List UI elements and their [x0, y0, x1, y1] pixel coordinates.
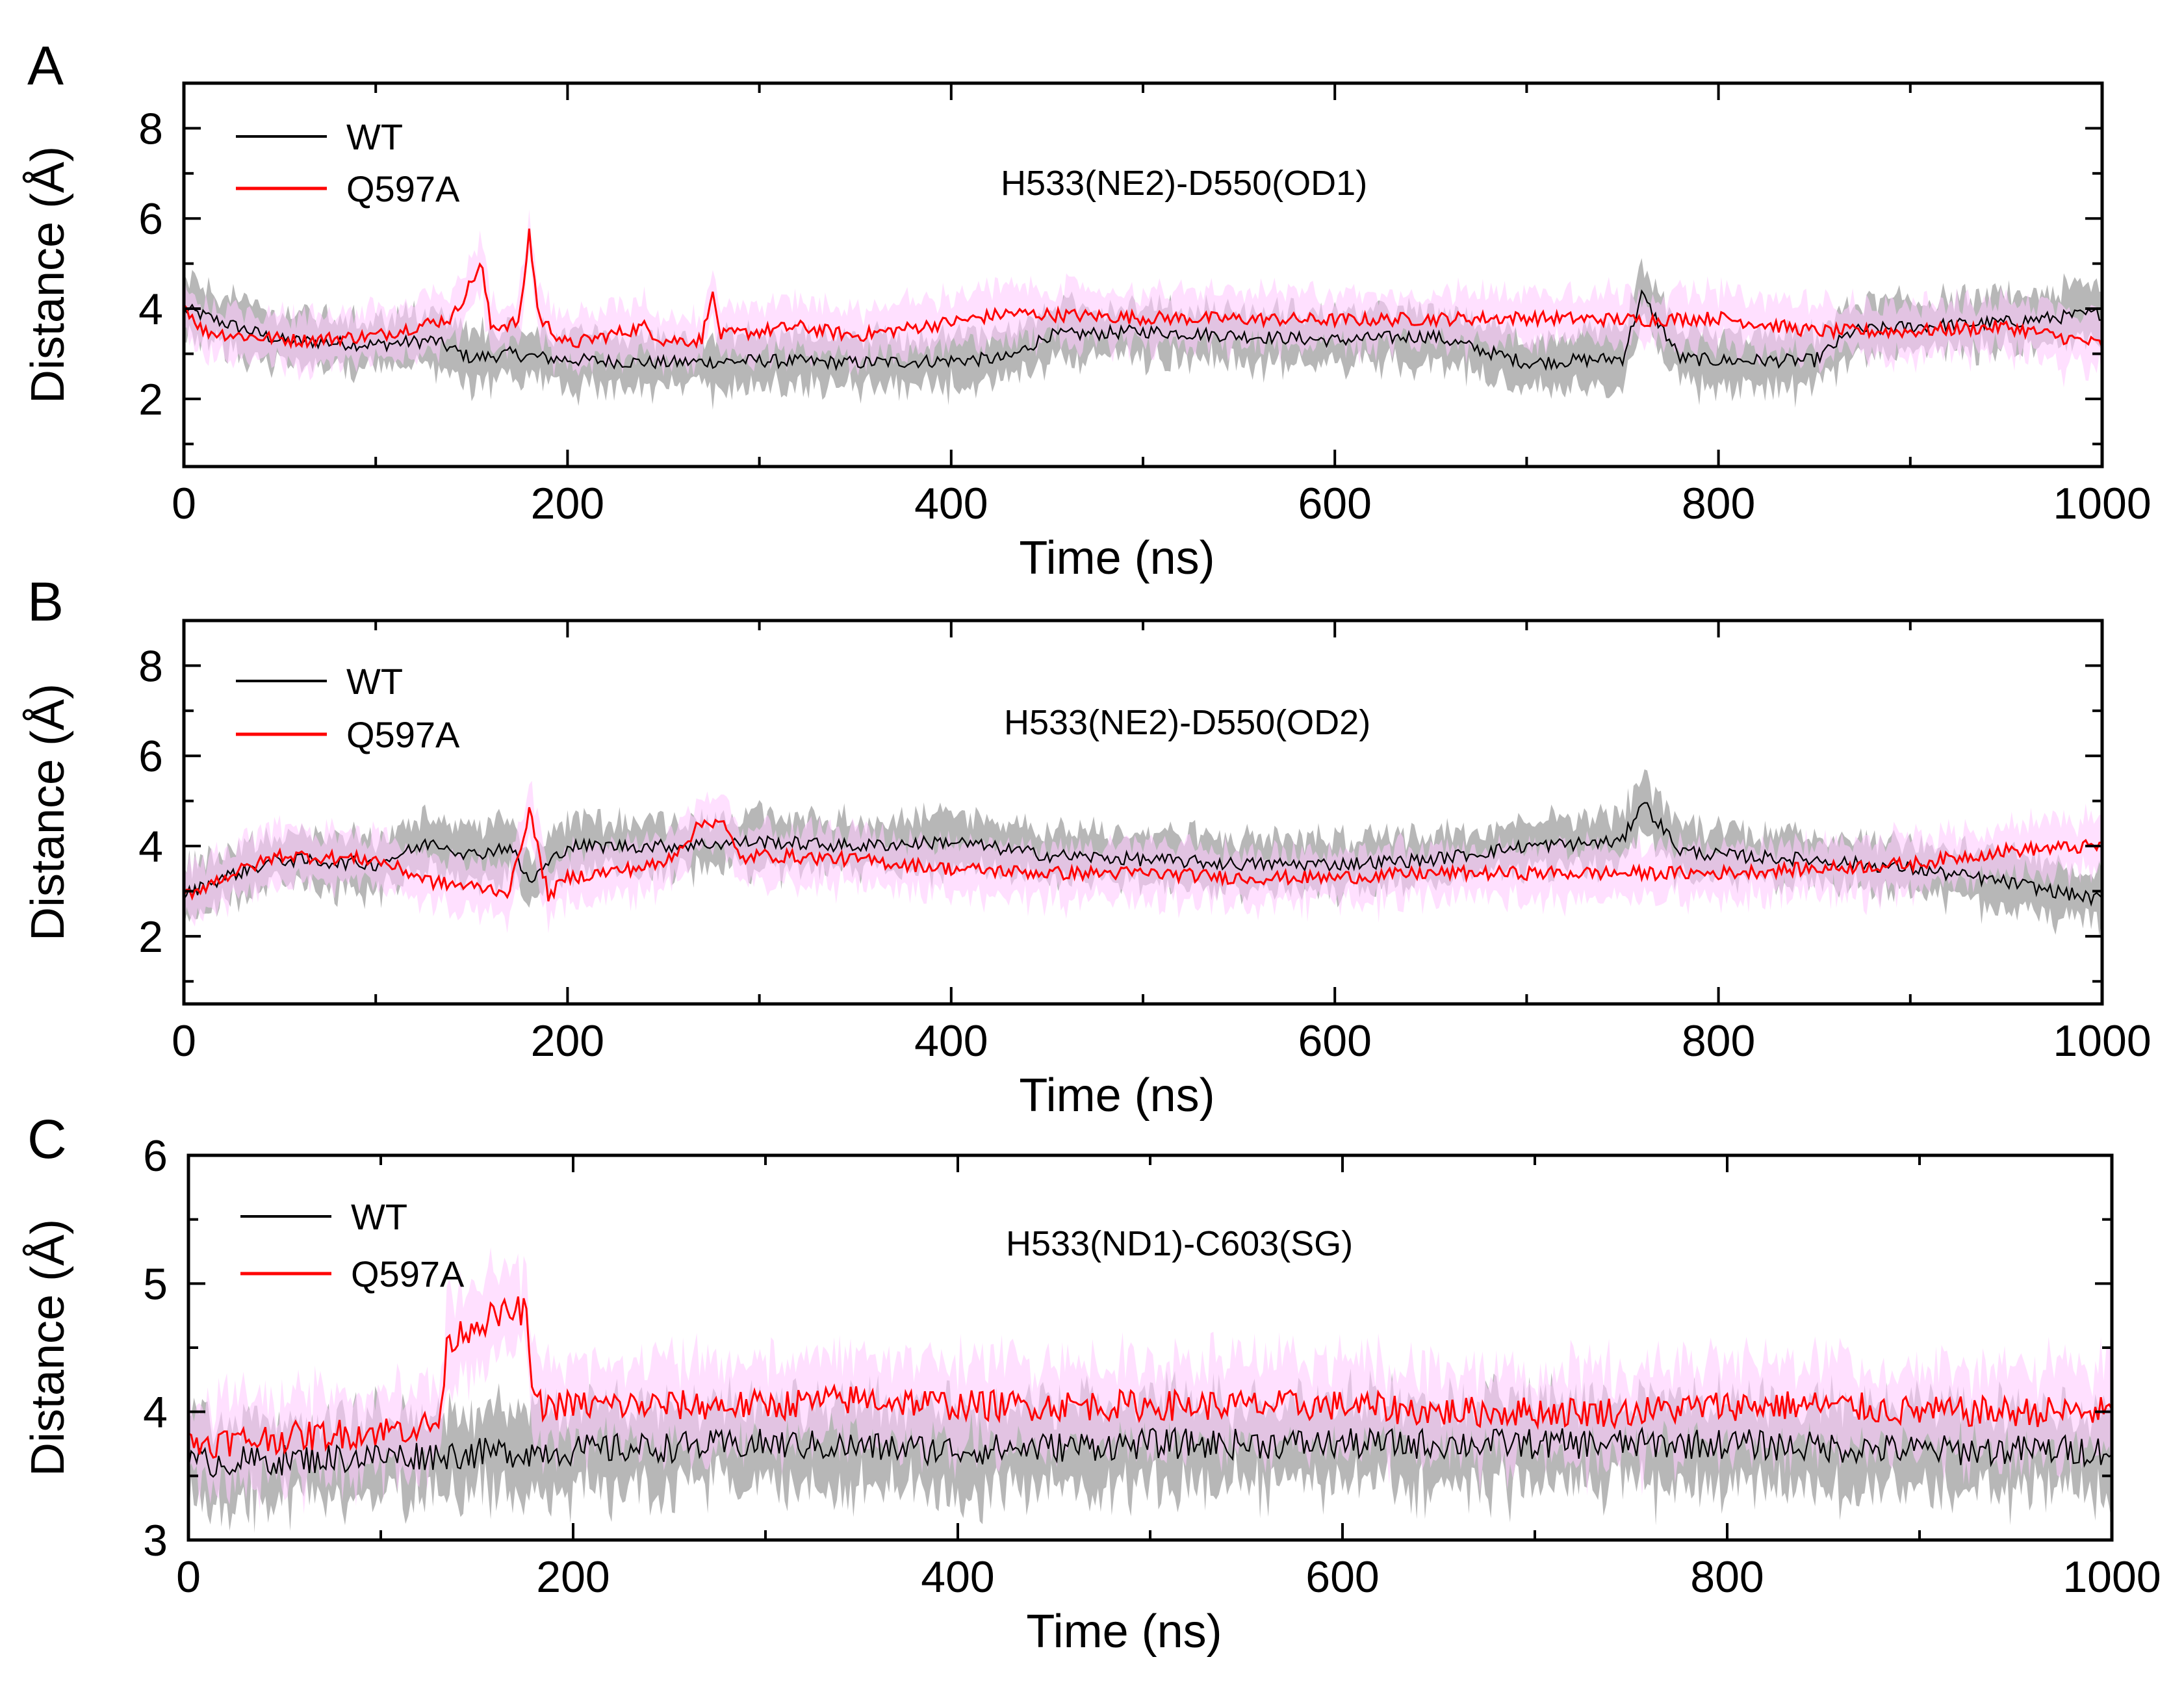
legend-q597a-label: Q597A — [346, 168, 460, 209]
x-tick-label: 200 — [531, 479, 604, 528]
x-tick-label: 800 — [1682, 1016, 1755, 1066]
x-tick-label: 600 — [1298, 479, 1371, 528]
y-tick-label: 2 — [138, 375, 163, 424]
wt-series-line — [184, 289, 2102, 372]
x-tick-label: 400 — [921, 1552, 994, 1602]
x-tick-label: 800 — [1682, 479, 1755, 528]
legend-wt-label: WT — [346, 116, 403, 157]
x-tick-label: 1000 — [2062, 1552, 2161, 1602]
y-tick-label: 4 — [143, 1388, 168, 1437]
y-tick-label: 8 — [138, 641, 163, 691]
panel-label: B — [27, 571, 64, 632]
y-tick-label: 6 — [138, 194, 163, 244]
y-tick-label: 2 — [138, 912, 163, 962]
x-tick-label: 0 — [172, 479, 196, 528]
panel-c: 0 200 400 600 800 1000 3 4 5 6 Time (ns) Distance (… — [22, 1109, 2161, 1658]
y-tick-label: 6 — [143, 1131, 168, 1181]
legend-q597a-label: Q597A — [346, 714, 460, 755]
y-tick-label: 3 — [143, 1516, 168, 1565]
y-axis-title: Distance (Å) — [22, 684, 74, 941]
y-tick-label: 4 — [138, 822, 163, 871]
x-tick-label: 600 — [1305, 1552, 1379, 1602]
legend-wt-label: WT — [351, 1196, 407, 1237]
q597a-series-line — [188, 1296, 2112, 1459]
y-axis-title: Distance (Å) — [22, 146, 74, 404]
q597a-series-line — [184, 807, 2102, 902]
x-tick-label: 600 — [1298, 1016, 1371, 1066]
legend-wt-label: WT — [346, 661, 403, 702]
x-tick-label: 400 — [914, 479, 988, 528]
panel-b: 0 200 400 600 800 1000 2 4 6 8 Time (ns) Distance (… — [22, 571, 2152, 1122]
x-axis-title: Time (ns) — [1026, 1606, 1222, 1658]
x-tick-label: 1000 — [2053, 1016, 2151, 1066]
q597a-series-line — [184, 228, 2102, 350]
plot-area — [188, 1247, 2112, 1533]
wt-series-line — [188, 1426, 2112, 1478]
panel-label: C — [27, 1109, 67, 1170]
x-tick-label: 200 — [531, 1016, 604, 1066]
x-tick-label: 0 — [172, 1016, 196, 1066]
x-axis-title: Time (ns) — [1019, 1070, 1214, 1122]
q597a-error-band — [188, 1247, 2112, 1514]
plot-frame — [182, 619, 2104, 1006]
y-tick-label: 8 — [138, 104, 163, 153]
panel-a: 0 200 400 600 800 1000 2 4 6 8 Time (ns) Distance (… — [22, 35, 2152, 584]
y-tick-label: 5 — [143, 1259, 168, 1309]
q597a-error-band — [184, 209, 2102, 388]
y-axis-title: Distance (Å) — [22, 1219, 74, 1476]
legend-q597a-label: Q597A — [351, 1253, 465, 1294]
x-tick-label: 0 — [176, 1552, 201, 1602]
x-tick-label: 400 — [914, 1016, 988, 1066]
distance-pair-annotation: H533(NE2)-D550(OD1) — [1001, 164, 1367, 203]
plot-area — [184, 209, 2102, 410]
plot-area — [184, 769, 2102, 938]
x-tick-label: 200 — [536, 1552, 610, 1602]
x-tick-label: 800 — [1690, 1552, 1764, 1602]
distance-pair-annotation: H533(NE2)-D550(OD2) — [1004, 703, 1370, 742]
x-axis-title: Time (ns) — [1019, 532, 1214, 584]
distance-pair-annotation: H533(ND1)-C603(SG) — [1006, 1224, 1353, 1263]
y-tick-label: 6 — [138, 732, 163, 781]
x-tick-label: 1000 — [2053, 479, 2151, 528]
wt-series-line — [184, 802, 2102, 907]
panel-label: A — [27, 35, 64, 96]
y-tick-label: 4 — [138, 285, 163, 334]
